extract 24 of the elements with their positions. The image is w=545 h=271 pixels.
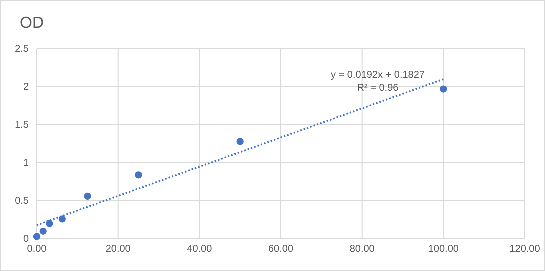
chart-title: OD	[20, 15, 44, 32]
point	[236, 138, 244, 146]
y-tick-label: 0	[23, 234, 30, 246]
annotation: y = 0.0192x + 0.1827	[331, 70, 426, 81]
x-tick-label: 0.00	[27, 244, 48, 256]
point	[58, 216, 66, 223]
x-tick-label: 60.00	[268, 244, 294, 256]
y-tick-label: 0.5	[15, 196, 30, 208]
x-tick-label: 20.00	[106, 244, 132, 256]
point	[33, 233, 41, 240]
point	[46, 220, 54, 228]
x-tick-label: 80.00	[350, 244, 376, 256]
point	[440, 86, 448, 93]
y-tick-label: 2.5	[15, 44, 30, 56]
y-tick-label: 1	[23, 158, 30, 170]
y-tick-label: 2	[23, 82, 30, 94]
x-tick-label: 120.00	[510, 244, 541, 256]
x-tick-label: 40.00	[187, 244, 213, 256]
point	[84, 192, 92, 200]
x-tick-label: 100.00	[428, 244, 460, 256]
point	[40, 228, 47, 235]
point	[135, 172, 142, 179]
annotation: R² = 0.96	[357, 83, 400, 94]
y-tick-label: 1.5	[15, 120, 30, 132]
